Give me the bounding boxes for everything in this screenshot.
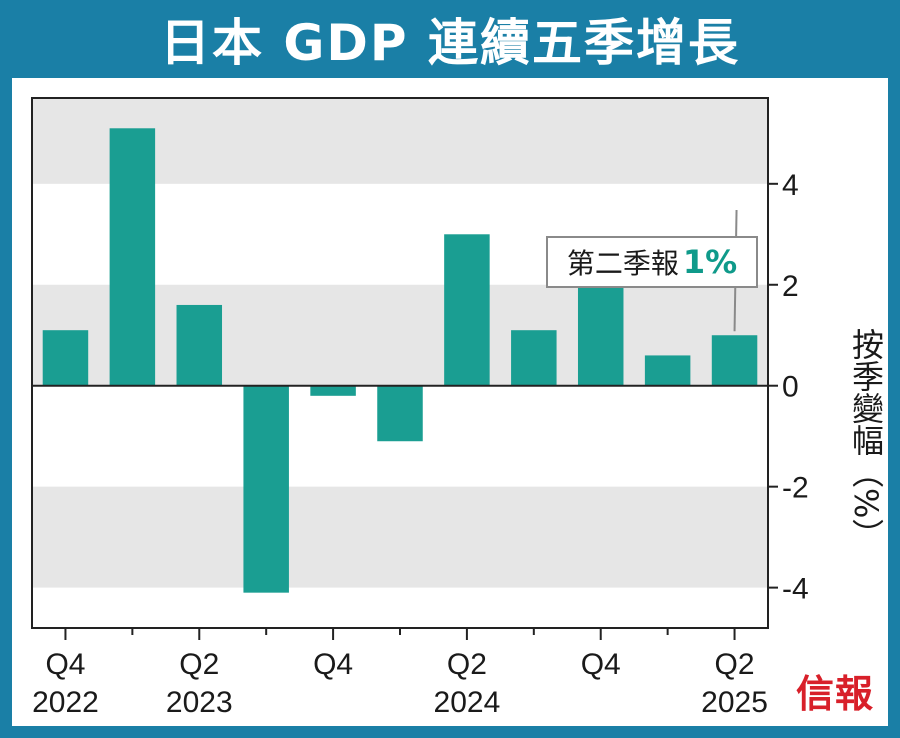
chart-title: 日本 GDP 連續五季增長: [159, 14, 740, 72]
x-tick-label-year: 2024: [434, 686, 501, 719]
x-tick-label-quarter: Q4: [313, 648, 353, 681]
y-axis-label: 按季變幅（%）: [847, 328, 885, 551]
y-tick-label: 0: [782, 371, 799, 404]
grid-band: [32, 486, 768, 588]
bar: [176, 304, 223, 386]
x-tick-labels: Q4 2022 Q2 2023 Q4 Q2 2024 Q4 Q2 2025: [32, 628, 768, 719]
x-tick-label-year: 2025: [701, 686, 768, 719]
bar: [711, 335, 758, 386]
annotation-label: 第二季報: [566, 247, 679, 280]
bar: [310, 385, 356, 396]
bar: [377, 385, 423, 442]
bar: [511, 330, 557, 386]
bar: [109, 128, 156, 386]
title-bar: 日本 GDP 連續五季增長: [0, 0, 900, 78]
y-tick-label: -2: [782, 472, 809, 505]
bar-chart: -4 -2 0 2 4 Q4 2022 Q2 2023 Q4 Q2 2024 Q4 Q2 2025: [31, 97, 809, 719]
x-tick-label-year: 2022: [32, 686, 99, 719]
x-tick-label-quarter: Q2: [179, 648, 219, 681]
x-tick-label-quarter: Q4: [45, 648, 85, 681]
x-tick-label-quarter: Q2: [715, 648, 755, 681]
x-tick-label-quarter: Q4: [581, 648, 621, 681]
annotation-callout: 第二季報 1%: [546, 236, 758, 288]
y-tick-label: 4: [782, 169, 799, 202]
chart-panel: -4 -2 0 2 4 Q4 2022 Q2 2023 Q4 Q2 2024 Q4 Q2 2025 按季變…: [12, 78, 888, 726]
bar: [644, 355, 691, 386]
y-tick-label: 2: [782, 270, 799, 303]
bar: [243, 385, 289, 593]
x-tick-label-year: 2023: [166, 686, 233, 719]
publisher-logo: 信報: [795, 671, 874, 716]
bar: [444, 234, 490, 386]
annotation-value: 1%: [682, 243, 738, 281]
x-tick-label-quarter: Q2: [447, 648, 487, 681]
bar: [42, 330, 89, 386]
y-tick-label: -4: [782, 573, 809, 606]
y-tick-labels: -4 -2 0 2 4: [768, 169, 809, 606]
